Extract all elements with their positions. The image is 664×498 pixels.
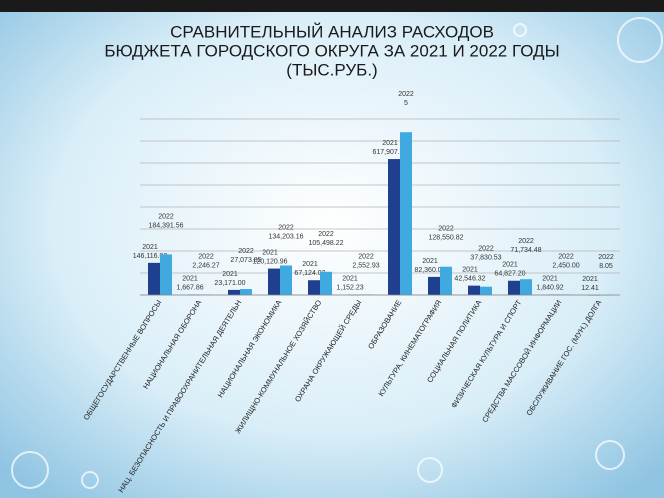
data-label: 2022 71,734.48 <box>510 238 541 254</box>
data-label-series: 2022 <box>518 238 534 245</box>
data-label-series: 2021 <box>142 244 158 251</box>
data-label-value: 37,830.53 <box>470 255 501 262</box>
data-label-value: 617,907.18 <box>372 149 407 156</box>
data-label-value: 184,391.56 <box>148 222 183 229</box>
bar <box>508 280 520 295</box>
bar <box>160 254 172 295</box>
data-label: 2021 42,546.32 <box>454 266 485 282</box>
data-label-value: 64,827.20 <box>494 271 525 278</box>
data-label-value: 134,203.16 <box>268 233 303 240</box>
data-label-series: 2021 <box>382 140 398 147</box>
data-label: 2022 105,498.22 <box>308 231 343 247</box>
data-label-value: 2,246.27 <box>192 262 219 269</box>
data-label-value: 2,552.93 <box>352 262 379 269</box>
bar <box>148 262 160 295</box>
bar <box>428 276 440 295</box>
data-label-series: 2022 <box>158 213 174 220</box>
data-label-value: 105,498.22 <box>308 240 343 247</box>
bar <box>520 279 532 295</box>
data-label-series: 2022 <box>358 253 374 260</box>
data-label: 2022 2,246.27 <box>192 253 219 269</box>
data-label-series: 2021 <box>222 271 238 278</box>
data-label-series: 2021 <box>422 258 438 265</box>
data-label-value: 1,152.23 <box>336 285 363 292</box>
data-label-value: 8.05 <box>599 263 613 270</box>
data-label: 2022 2,552.93 <box>352 253 379 269</box>
bar <box>440 266 452 295</box>
data-label: 2022 2,450.00 <box>552 253 579 269</box>
bar <box>280 265 292 295</box>
data-label-value: 128,550.82 <box>428 235 463 242</box>
data-label-series: 2022 <box>398 91 414 98</box>
data-label: 2021 67,124.02 <box>294 261 325 277</box>
unit-label: (ТЫС.РУБ.) <box>286 60 377 79</box>
bubbles <box>11 17 663 489</box>
data-label-value: 120,120.96 <box>252 258 287 265</box>
data-label-series: 2022 <box>598 254 614 261</box>
data-label: 2022 27,073.85 <box>230 248 261 264</box>
data-label-value: 82,360.01 <box>414 267 445 274</box>
data-label-series: 2021 <box>182 275 198 282</box>
data-label-series: 2021 <box>262 249 278 256</box>
chart-subtitle: БЮДЖЕТА ГОРОДСКОГО ОКРУГА ЗА 2021 И 2022… <box>104 41 559 60</box>
data-label: 2021 82,360.01 <box>414 258 445 274</box>
bar <box>468 285 480 295</box>
data-label-series: 2021 <box>542 275 558 282</box>
bar <box>268 268 280 295</box>
data-label: 2021 146,116.02 <box>133 244 168 260</box>
data-label: 2021 1,840.92 <box>536 275 563 291</box>
top-band <box>0 0 664 12</box>
data-label-series: 2022 <box>318 231 334 238</box>
bar <box>228 289 240 295</box>
bar <box>480 286 492 295</box>
data-label-value: 42,546.32 <box>454 275 485 282</box>
data-label-value: 23,171.00 <box>214 280 245 287</box>
data-label-series: 2021 <box>302 261 318 268</box>
data-label: 2021 1,667.86 <box>176 275 203 291</box>
data-label: 2022 37,830.53 <box>470 246 501 262</box>
data-label-series: 2022 <box>478 246 494 253</box>
data-label: 2021 23,171.00 <box>214 271 245 287</box>
data-label: 2022 134,203.16 <box>268 224 303 240</box>
data-label-value: 2,450.00 <box>552 262 579 269</box>
data-label-series: 2022 <box>198 253 214 260</box>
data-label-value: 1,840.92 <box>536 284 563 291</box>
data-label: 2022 128,550.82 <box>428 226 463 242</box>
bar <box>400 132 412 295</box>
data-label-series: 2022 <box>238 248 254 255</box>
bar <box>320 271 332 295</box>
data-label-series: 2022 <box>438 226 454 233</box>
data-label: 2022 184,391.56 <box>148 213 183 229</box>
data-label-value: 12.41 <box>581 285 599 292</box>
data-label: 2021 12.41 <box>581 276 599 292</box>
data-label-series: 2021 <box>582 276 598 283</box>
data-label-series: 2021 <box>462 266 478 273</box>
data-label: 2021 1,152.23 <box>336 276 363 292</box>
data-label-value: 1,667.86 <box>176 284 203 291</box>
bar <box>240 289 252 295</box>
data-label: 2022 8.05 <box>598 254 614 270</box>
data-label-value: 146,116.02 <box>133 253 168 260</box>
data-label: 2021 617,907.18 <box>372 140 407 156</box>
data-label-value: 27,073.85 <box>230 257 261 264</box>
data-label-series: 2021 <box>342 276 358 283</box>
data-label-series: 2021 <box>502 262 518 269</box>
data-label: 2022 5 <box>398 91 414 107</box>
data-label-value: 67,124.02 <box>294 270 325 277</box>
data-label: 2021 64,827.20 <box>494 262 525 278</box>
data-label: 2021 120,120.96 <box>252 249 287 265</box>
chart-title: СРАВНИТЕЛЬНЫЙ АНАЛИЗ РАСХОДОВ <box>170 22 494 41</box>
data-label-value: 5 <box>404 100 408 107</box>
bar <box>388 159 400 295</box>
data-label-value: 71,734.48 <box>510 247 541 254</box>
bar <box>308 280 320 295</box>
data-label-series: 2022 <box>558 253 574 260</box>
data-label-series: 2022 <box>278 224 294 231</box>
